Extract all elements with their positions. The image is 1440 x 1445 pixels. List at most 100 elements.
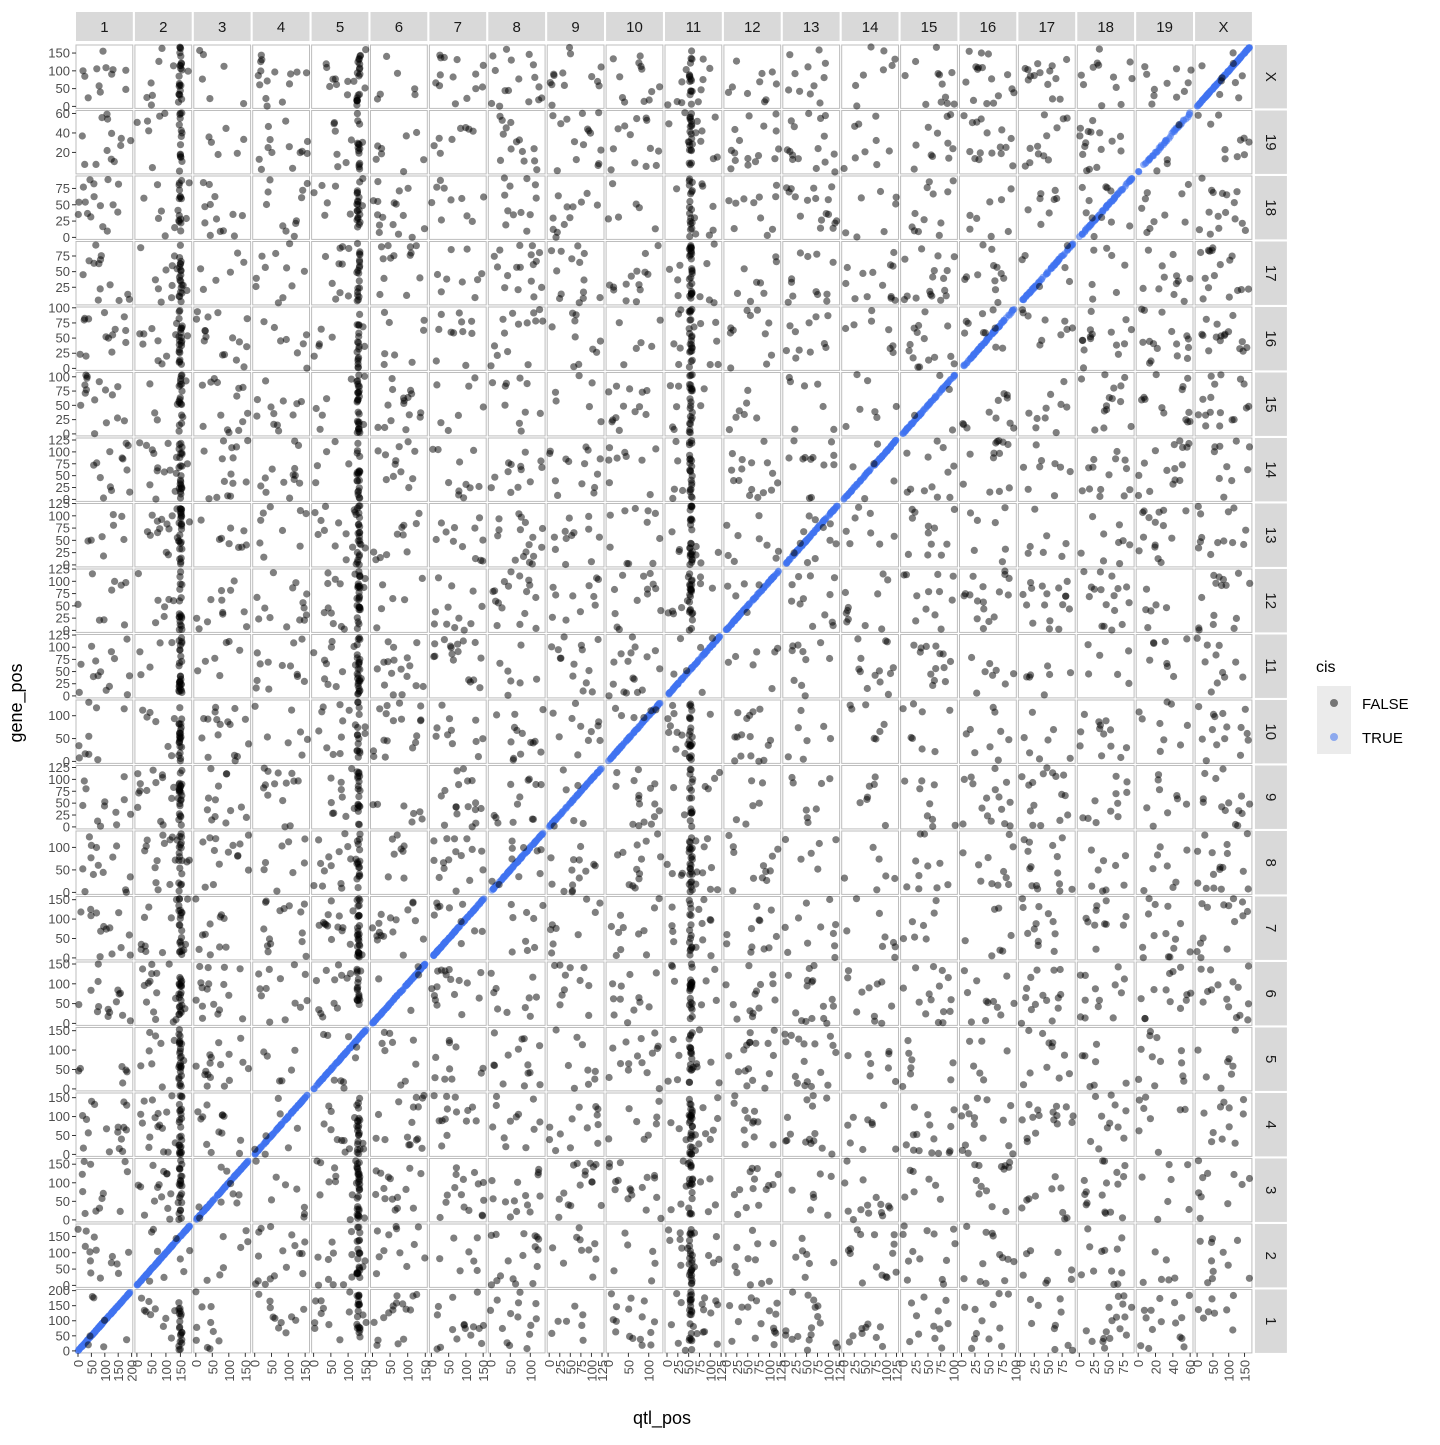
data-point-trans [631,159,639,167]
facet-panel [546,961,605,1026]
data-point-trans [154,285,162,293]
data-point-trans [198,931,207,939]
data-point-trans [298,751,306,759]
data-point-trans [473,1288,481,1296]
data-point-trans [536,1042,544,1050]
data-point-trans [176,749,184,757]
facet-panel [723,110,782,175]
data-point-trans [81,160,89,168]
facet-panel [546,241,605,306]
data-point-trans [651,1174,659,1182]
data-point-trans [299,186,307,194]
data-point-trans [508,844,516,852]
data-point-trans [561,527,569,536]
data-point-trans [85,732,93,740]
data-point-trans [262,94,270,103]
facet-panel [428,1027,487,1092]
data-point-trans [467,1331,475,1339]
data-point-trans [637,1035,645,1043]
data-point-trans [281,1016,289,1024]
data-point-trans [87,912,95,920]
data-point-trans [477,969,485,977]
data-point-trans [626,131,634,139]
data-point-trans [444,426,452,435]
data-point-cis [153,1259,161,1267]
data-point-trans [215,1128,223,1136]
data-point-trans [520,1035,528,1043]
data-point-trans [291,999,299,1007]
data-point-trans [244,831,253,839]
data-point-trans [622,297,630,305]
data-point-trans [217,911,225,919]
data-point-trans [638,1341,646,1349]
data-point-trans [161,109,169,117]
data-point-trans [578,1246,586,1254]
data-point-trans [595,109,603,117]
data-point-trans [133,118,141,126]
data-point-trans [619,402,628,410]
data-point-trans [390,850,398,858]
data-point-trans [430,992,438,1000]
data-point-trans [331,1164,339,1172]
data-point-trans [300,1213,308,1221]
data-point-trans [353,447,362,455]
data-point-trans [531,73,539,81]
data-point-trans [242,1227,250,1235]
data-point-trans [266,503,274,511]
data-point-trans [531,943,539,952]
data-point-trans [420,225,429,233]
data-point-trans [298,938,306,946]
data-point-trans [177,1149,185,1157]
data-point-trans [240,527,248,535]
data-point-trans [215,860,223,868]
data-point-trans [510,723,519,732]
data-point-trans [176,260,184,268]
data-point-trans [626,385,634,393]
data-point-trans [380,360,388,369]
data-point-trans [114,383,122,391]
data-point-trans [267,1196,276,1204]
data-point-trans [576,976,584,985]
data-point-trans [336,244,344,252]
data-point-trans [85,698,93,706]
data-point-trans [146,708,154,717]
data-points [74,43,1254,1355]
data-point-trans [450,835,459,843]
data-point-trans [465,382,473,390]
data-point-cis [342,1048,350,1056]
data-point-trans [235,426,243,434]
data-point-trans [236,840,244,848]
data-point-trans [285,80,294,88]
data-point-trans [203,1101,211,1109]
data-point-trans [96,88,104,96]
data-point-trans [445,904,453,912]
data-point-cis [555,812,563,820]
data-point-trans [511,1280,520,1288]
data-point-trans [448,1075,456,1083]
data-point-trans [195,1203,203,1211]
data-point-trans [394,1340,402,1348]
data-point-trans [526,478,534,486]
data-point-trans [77,908,85,916]
data-point-trans [113,1260,121,1268]
data-point-trans [151,1305,159,1313]
data-point-trans [619,924,627,932]
data-point-trans [164,551,172,559]
data-point-trans [638,1313,646,1321]
data-point-cis [372,1016,380,1024]
facet-panel [252,241,310,306]
data-point-trans [552,233,560,241]
data-point-trans [235,384,243,392]
data-point-trans [320,609,328,617]
data-point-trans [314,530,322,539]
data-point-trans [612,1328,620,1336]
data-point-trans [633,1118,641,1126]
data-point-trans [435,873,443,882]
data-point-trans [610,283,618,291]
data-point-trans [267,403,275,411]
data-point-trans [87,854,95,862]
data-point-trans [126,951,134,959]
data-point-trans [651,225,659,233]
data-point-trans [562,1317,571,1325]
data-point-trans [142,441,151,449]
